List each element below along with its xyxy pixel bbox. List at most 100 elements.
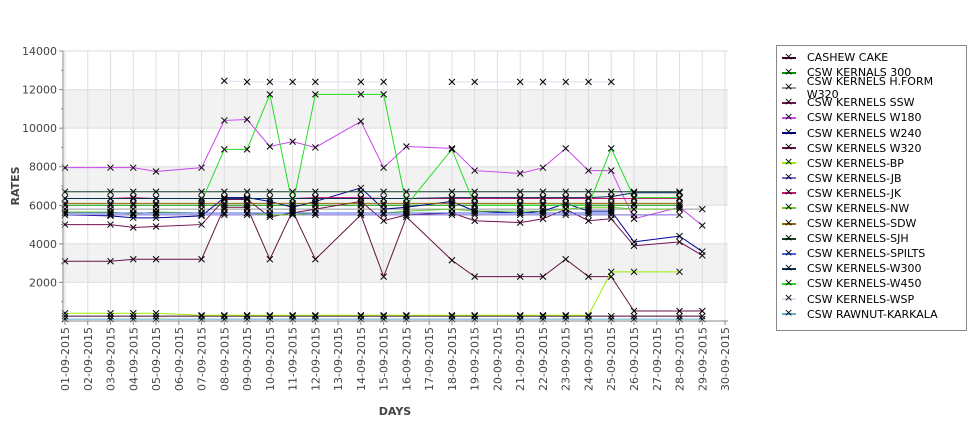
data-point (357, 209, 365, 217)
y-tick-label: 14000 (22, 45, 57, 58)
point-marker (448, 211, 456, 219)
point-marker (266, 312, 274, 320)
point-marker (607, 268, 615, 276)
point-marker (585, 273, 592, 280)
data-point (562, 188, 570, 196)
point-marker (585, 195, 592, 202)
data-point (357, 211, 365, 219)
point-marker (380, 78, 387, 86)
data-point (107, 200, 114, 207)
point-marker (585, 201, 592, 209)
point-marker (607, 200, 615, 207)
point-marker (289, 188, 296, 196)
point-marker (198, 212, 205, 220)
point-marker (698, 205, 706, 213)
data-point (243, 194, 251, 201)
point-marker (357, 200, 365, 207)
data-point (698, 222, 706, 229)
point-marker (448, 256, 456, 264)
data-point (266, 91, 274, 98)
data-point (698, 307, 706, 315)
data-point (266, 312, 274, 320)
x-tick-label: 24-09-2015 (582, 327, 595, 391)
legend-label: CSW KERNELS H.FORM W320 (806, 74, 934, 101)
legend-item: × CSW KERNELS W240 (777, 125, 966, 140)
point-marker (471, 312, 479, 320)
data-point (471, 195, 479, 202)
point-marker (676, 205, 683, 213)
point-marker (585, 209, 592, 217)
data-point (562, 255, 570, 263)
data-point (471, 167, 479, 174)
data-point (448, 211, 456, 219)
point-marker (312, 78, 319, 86)
data-point (198, 198, 205, 205)
point-marker (129, 195, 137, 202)
legend-label: CSW KERNELS-JK (807, 186, 902, 200)
legend-label: CSW KERNELS W240 (807, 126, 922, 140)
data-point (243, 211, 251, 219)
legend-swatch-icon: × (782, 125, 796, 138)
data-point (516, 170, 524, 177)
data-point (630, 195, 638, 202)
x-tick-label: 04-09-2015 (127, 327, 140, 391)
data-point (289, 195, 296, 202)
point-marker (312, 195, 319, 202)
point-marker (266, 195, 274, 202)
point-marker (607, 195, 615, 202)
point-marker (289, 312, 296, 320)
point-marker (380, 91, 387, 98)
data-point (562, 200, 570, 207)
point-marker (471, 188, 479, 196)
legend-label: CSW KERNELS-SPILTS (807, 247, 926, 261)
point-marker (630, 238, 638, 246)
data-point (220, 209, 228, 217)
point-marker (539, 78, 547, 86)
data-point (562, 78, 570, 86)
point-marker (585, 194, 592, 201)
data-point (698, 248, 706, 255)
data-point (266, 255, 274, 263)
data-point (220, 117, 228, 124)
point-marker (539, 200, 547, 207)
point-marker (562, 211, 570, 219)
data-point (516, 207, 524, 215)
legend-item: × CSW RAWNUT-KARKALA (777, 306, 966, 322)
data-point (471, 207, 479, 215)
data-point (107, 195, 114, 202)
point-marker (380, 200, 387, 207)
point-marker (516, 201, 524, 209)
point-marker (357, 118, 365, 125)
legend-swatch-icon: × (782, 95, 796, 108)
point-marker (403, 207, 410, 215)
point-marker (152, 209, 160, 217)
data-point (516, 195, 524, 202)
data-point (539, 164, 547, 172)
data-point (289, 200, 296, 207)
point-marker (107, 200, 114, 207)
point-marker (630, 200, 638, 207)
y-tick-label: 12000 (22, 84, 57, 97)
data-point (198, 212, 205, 220)
point-marker (266, 209, 274, 217)
point-marker (129, 188, 137, 196)
point-marker (471, 167, 479, 174)
point-marker (107, 211, 114, 219)
point-marker (516, 195, 524, 202)
point-marker (562, 312, 570, 320)
legend-label: CSW KERNELS-W300 (807, 262, 922, 276)
data-point (380, 78, 387, 86)
point-marker (129, 194, 137, 201)
data-point (289, 209, 296, 217)
data-point (129, 309, 137, 317)
point-marker (448, 312, 456, 320)
data-point (220, 312, 228, 320)
data-point (243, 188, 251, 196)
data-point (289, 188, 296, 196)
point-marker (289, 201, 296, 209)
data-point (198, 255, 205, 263)
data-point (152, 223, 160, 230)
point-marker (243, 211, 251, 219)
x-tick-label: 22-09-2015 (537, 327, 550, 391)
x-tick-label: 05-09-2015 (150, 327, 163, 391)
